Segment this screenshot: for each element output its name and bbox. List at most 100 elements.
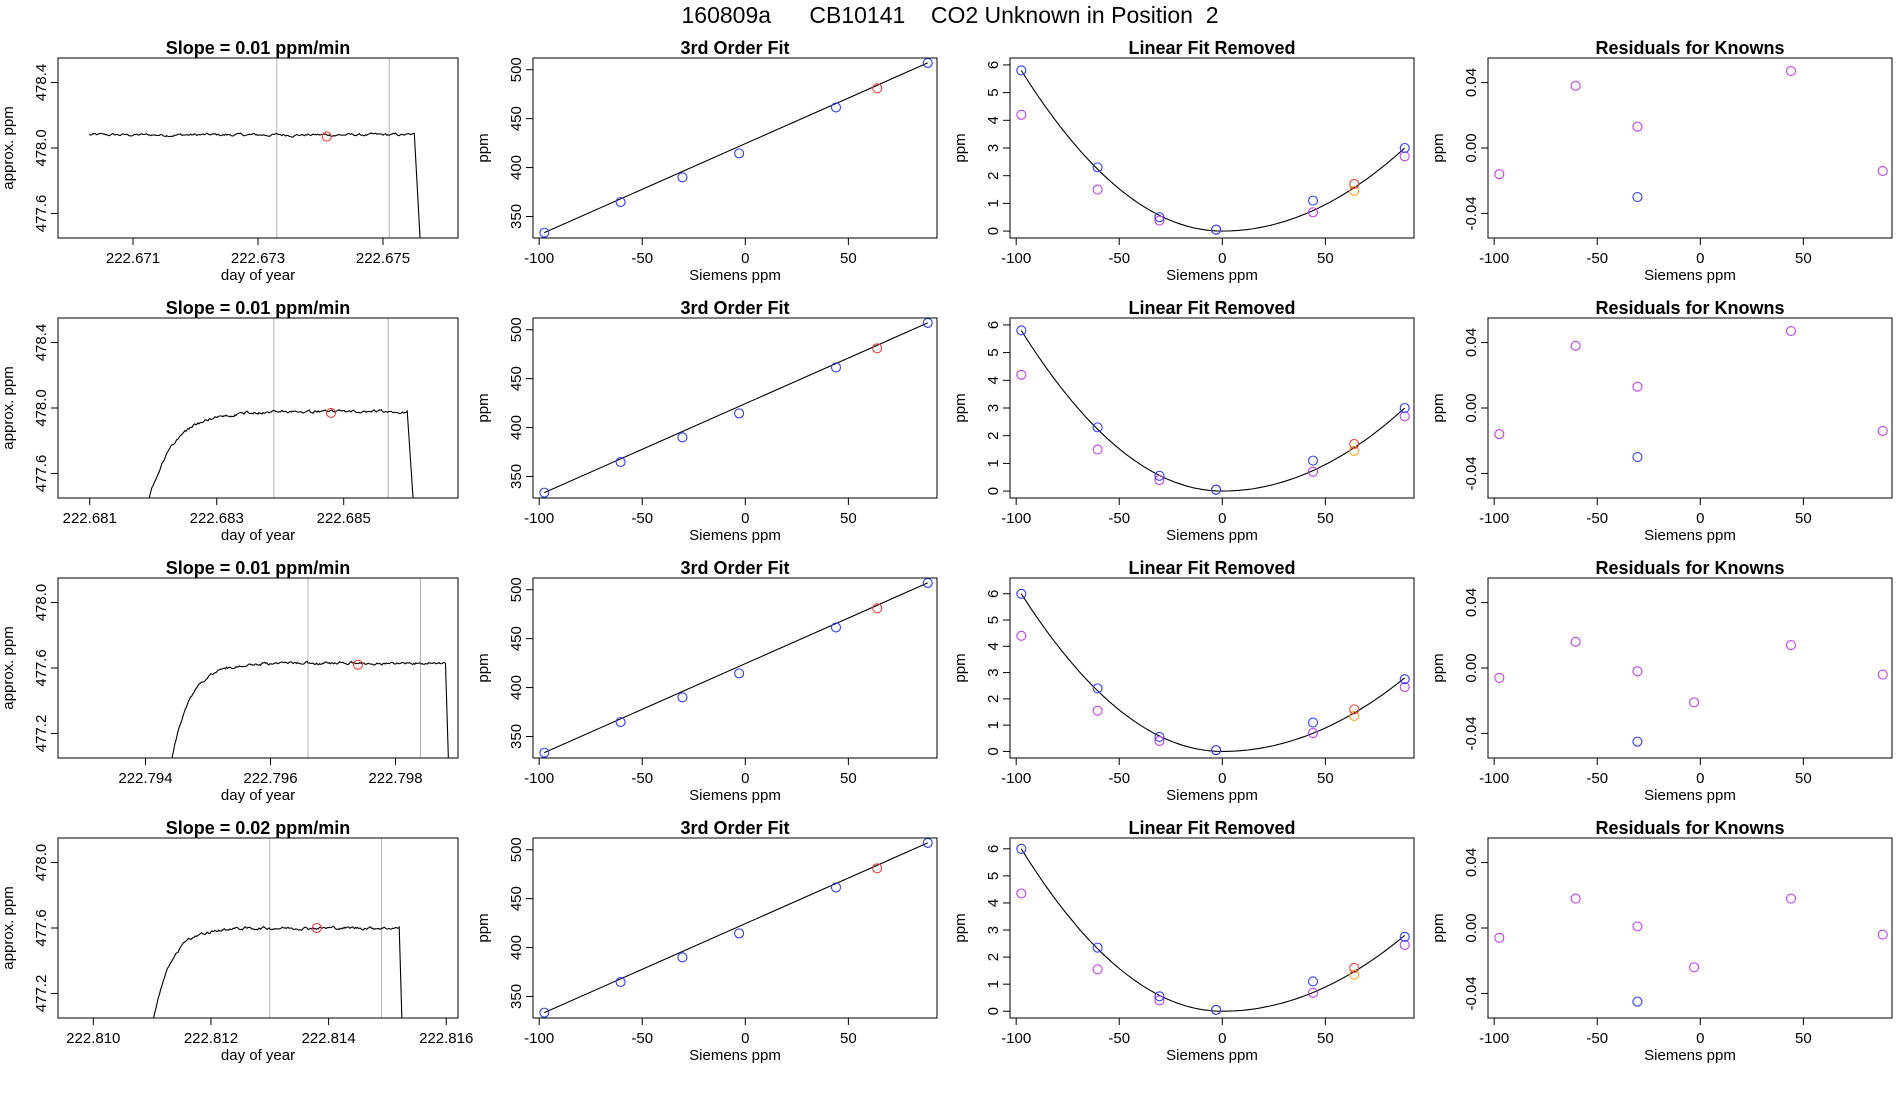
y-axis-label: approx. ppm	[0, 886, 17, 969]
x-tick-label: -100	[524, 770, 554, 787]
magenta-point	[1494, 169, 1505, 180]
x-tick-label: 222.794	[118, 770, 172, 787]
y-tick-label: 400	[508, 155, 525, 180]
blue-point	[1307, 717, 1319, 728]
blue-point	[1632, 996, 1643, 1007]
blue-point	[1092, 162, 1103, 173]
plot-area	[1494, 66, 1888, 203]
plot-frame	[532, 317, 938, 499]
blue-point	[677, 952, 688, 963]
y-tick-label: 1	[985, 459, 1002, 467]
x-tick-label: 0	[741, 770, 749, 787]
plot-area	[1494, 893, 1888, 1007]
x-tick-label: -100	[1001, 1030, 1031, 1047]
magenta-point	[1785, 893, 1797, 904]
y-tick-label: 2	[985, 695, 1002, 703]
blue-point	[734, 668, 745, 679]
x-axis-label: Siemens ppm	[689, 787, 781, 804]
y-axis-label: approx. ppm	[0, 626, 17, 709]
magenta-point	[1399, 939, 1410, 950]
x-axis-label: day of year	[221, 1047, 295, 1064]
magenta-point	[1689, 697, 1700, 708]
magenta-point	[1016, 109, 1027, 120]
plot-area	[1494, 636, 1888, 747]
x-tick-label: -50	[631, 250, 653, 267]
y-tick-label: 6	[985, 321, 1002, 329]
magenta-point	[1307, 466, 1319, 477]
magenta-point	[1154, 215, 1165, 226]
blue-point	[734, 928, 745, 939]
plot-frame	[57, 577, 459, 759]
magenta-point	[1016, 888, 1027, 899]
panel-title: Residuals for Knowns	[1595, 818, 1784, 838]
magenta-point	[1154, 995, 1165, 1006]
x-tick-label: 0	[1696, 250, 1704, 267]
plot-area	[539, 58, 933, 238]
orange-point	[1349, 445, 1360, 456]
panel-title: 3rd Order Fit	[680, 298, 789, 318]
plot-area	[89, 58, 421, 238]
y-tick-label: 0.04	[1463, 328, 1480, 357]
x-tick-label: 50	[1795, 1030, 1812, 1047]
fit-curve	[1020, 848, 1406, 1012]
y-tick-label: 500	[508, 57, 525, 82]
x-tick-label: 0	[1696, 510, 1704, 527]
marker-point	[352, 659, 364, 670]
red-point	[872, 603, 883, 614]
x-tick-label: -100	[1479, 770, 1509, 787]
magenta-point	[1877, 669, 1888, 680]
y-axis-label: ppm	[475, 653, 492, 682]
red-point	[1349, 962, 1360, 973]
x-tick-label: -50	[1108, 250, 1130, 267]
x-tick-label: -50	[1586, 770, 1608, 787]
y-tick-label: -0.04	[1463, 456, 1480, 490]
y-tick-label: 478.4	[33, 64, 50, 102]
magenta-point	[1632, 381, 1643, 392]
x-tick-label: 222.671	[106, 250, 160, 267]
panel-2-2: Linear Fit Removed -100 -50 0 50 0 1 2 3 4 5 6 Sieme…	[952, 558, 1415, 804]
y-axis-label: ppm	[475, 913, 492, 942]
plot-frame	[57, 57, 459, 239]
y-tick-label: 500	[508, 317, 525, 342]
x-tick-label: -100	[1001, 510, 1031, 527]
panel-title: Linear Fit Removed	[1128, 818, 1295, 838]
fit-line	[544, 582, 928, 754]
y-tick-label: 477.2	[33, 715, 50, 753]
blue-point	[677, 172, 688, 183]
panel-3-1: 3rd Order Fit -100 -50 0 50 350 400 450 500 Sieme…	[475, 818, 938, 1064]
y-axis-label: approx. ppm	[0, 366, 17, 449]
red-point	[1349, 704, 1360, 715]
blue-point	[1307, 455, 1319, 466]
y-tick-label: 2	[985, 432, 1002, 440]
y-tick-label: 450	[508, 886, 525, 911]
plot-frame	[1009, 577, 1415, 759]
magenta-point	[1016, 369, 1027, 380]
y-tick-label: 1	[985, 980, 1002, 988]
x-tick-label: -50	[1108, 1030, 1130, 1047]
y-tick-label: 0	[985, 1007, 1002, 1015]
panel-title: 3rd Order Fit	[680, 818, 789, 838]
trace-line	[89, 132, 421, 238]
blue-point	[677, 692, 688, 703]
y-tick-label: 0	[985, 227, 1002, 235]
y-tick-label: -0.04	[1463, 196, 1480, 230]
y-axis-label: ppm	[1430, 393, 1447, 422]
orange-point	[1349, 969, 1360, 980]
fit-line	[544, 322, 928, 494]
y-tick-label: 0	[985, 747, 1002, 755]
blue-point	[1399, 931, 1410, 942]
y-tick-label: 400	[508, 675, 525, 700]
trace-line	[148, 408, 414, 498]
x-tick-label: -100	[524, 510, 554, 527]
y-tick-label: 477.2	[33, 975, 50, 1013]
x-tick-label: 50	[1317, 770, 1334, 787]
fit-curve	[1020, 593, 1406, 752]
figure-title: 160809a CB10141 CO2 Unknown in Position …	[681, 2, 1219, 28]
y-axis-label: ppm	[475, 393, 492, 422]
y-tick-label: 400	[508, 415, 525, 440]
panel-3-0: Slope = 0.02 ppm/min 222.810 222.812 222.81…	[0, 818, 473, 1064]
y-tick-label: 4	[985, 116, 1002, 124]
blue-point	[1211, 1004, 1222, 1015]
magenta-point	[1785, 640, 1797, 651]
